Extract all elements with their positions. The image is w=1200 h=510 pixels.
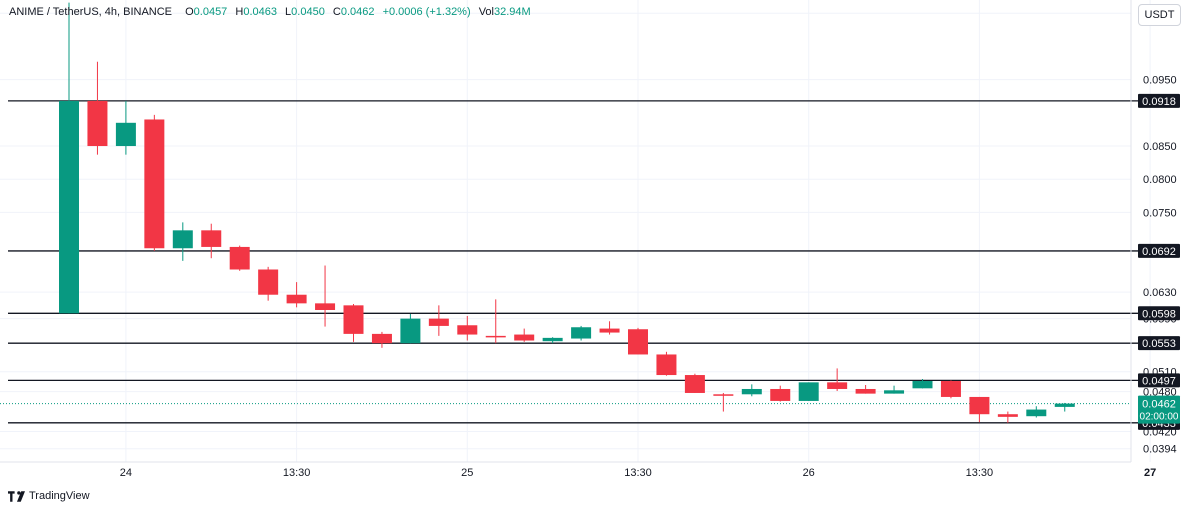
volume-label: Vol	[478, 6, 494, 18]
volume-value: 32.94M	[494, 6, 531, 18]
level-price-text: 0.0553	[1142, 338, 1176, 350]
time-tick-label: 24	[120, 467, 132, 479]
candle-body	[684, 375, 705, 393]
candle-body	[912, 381, 933, 389]
candle-body	[1054, 403, 1075, 407]
level-labels: 0.09180.06920.05980.05530.04970.04330.04…	[1138, 93, 1180, 430]
candle-body	[286, 294, 307, 304]
level-price-tag	[1138, 93, 1180, 108]
low-label: L	[285, 6, 292, 18]
price-tick-label: 0.0950	[1143, 75, 1177, 87]
symbol-title[interactable]: ANIME / TetherUS, 4h, BINANCE	[9, 6, 173, 18]
candle-body	[997, 414, 1018, 417]
candle-body	[485, 335, 506, 338]
candle-body	[770, 388, 791, 401]
candle-body	[542, 337, 563, 342]
candle-body	[87, 100, 108, 147]
high-label: H	[235, 6, 244, 18]
candle-body	[59, 100, 79, 314]
candle-body	[457, 325, 478, 335]
time-tick-label: 13:30	[624, 467, 652, 479]
price-tick-label: 0.0630	[1143, 287, 1177, 299]
open-value: 0.0457	[193, 6, 228, 18]
level-price-text: 0.0918	[1142, 96, 1176, 108]
last-price-text: 0.0462	[1142, 399, 1176, 411]
candle-body	[940, 381, 961, 397]
currency-button[interactable]: USDT	[1138, 4, 1181, 26]
price-tick-label: 0.0750	[1143, 207, 1177, 219]
candle-body	[343, 305, 364, 334]
level-price-tag	[1138, 373, 1180, 388]
low-value: 0.0450	[291, 6, 325, 18]
candle-body	[400, 318, 421, 344]
candle-body	[855, 388, 876, 394]
tradingview-logo-icon	[8, 490, 25, 502]
candle-body	[115, 122, 136, 147]
time-tick-label: 13:30	[966, 467, 994, 479]
price-tick-label: 0.0394	[1143, 444, 1177, 456]
level-price-tag	[1138, 336, 1180, 351]
time-axis[interactable]: 2413:302513:302613:302713:302813:302913:…	[120, 467, 1200, 479]
candle-body	[229, 246, 250, 270]
change-value: +0.0006 (+1.32%)	[382, 6, 471, 18]
level-price-text: 0.0598	[1142, 308, 1176, 320]
tradingview-label: TradingView	[29, 490, 90, 502]
high-value: 0.0463	[243, 6, 277, 18]
support-resistance-lines	[0, 100, 1138, 424]
bar-countdown-text: 02:00:00	[1140, 412, 1179, 423]
candle-body	[371, 333, 392, 344]
close-value: 0.0462	[340, 6, 375, 18]
candle-body	[428, 318, 449, 326]
candle-body	[827, 382, 848, 389]
level-price-text: 0.0692	[1142, 246, 1176, 258]
candle-body	[258, 269, 279, 295]
time-tick-label: 26	[803, 467, 815, 479]
level-price-text: 0.0497	[1142, 375, 1176, 387]
price-tick-label: 0.0800	[1143, 174, 1177, 186]
tradingview-logo[interactable]: TradingView	[8, 490, 90, 502]
last-price-tag	[1138, 395, 1180, 424]
level-price-tag	[1138, 243, 1180, 258]
price-axis[interactable]: 0.10500.09500.08500.08000.07500.06300.05…	[1143, 8, 1177, 455]
level-price-tag	[1138, 306, 1180, 321]
candle-body	[798, 382, 819, 401]
candle-body	[884, 390, 905, 394]
candle-body	[656, 354, 677, 376]
time-tick-label: 13:30	[283, 467, 311, 479]
candle-body	[201, 230, 222, 247]
close-label: C	[332, 6, 341, 18]
candle-body	[172, 230, 193, 249]
candle-body	[741, 388, 762, 395]
candle-body	[514, 334, 535, 341]
candle-body	[628, 329, 648, 355]
symbol-legend: ANIME / TetherUS, 4h, BINANCE O0.0457 H0…	[9, 6, 536, 18]
candles	[59, 2, 1075, 423]
price-tick-label: 0.0850	[1143, 141, 1177, 153]
open-label: O	[185, 6, 194, 18]
grid-lines	[0, 0, 1151, 462]
time-tick-label: 25	[461, 467, 473, 479]
candle-body	[144, 119, 165, 249]
candle-body	[713, 394, 734, 396]
candle-body	[969, 396, 990, 415]
candle-body	[571, 327, 592, 339]
candle-body	[315, 303, 336, 310]
candle-body	[1026, 409, 1047, 417]
candle-body	[599, 328, 620, 333]
time-tick-label: 27	[1144, 467, 1156, 479]
